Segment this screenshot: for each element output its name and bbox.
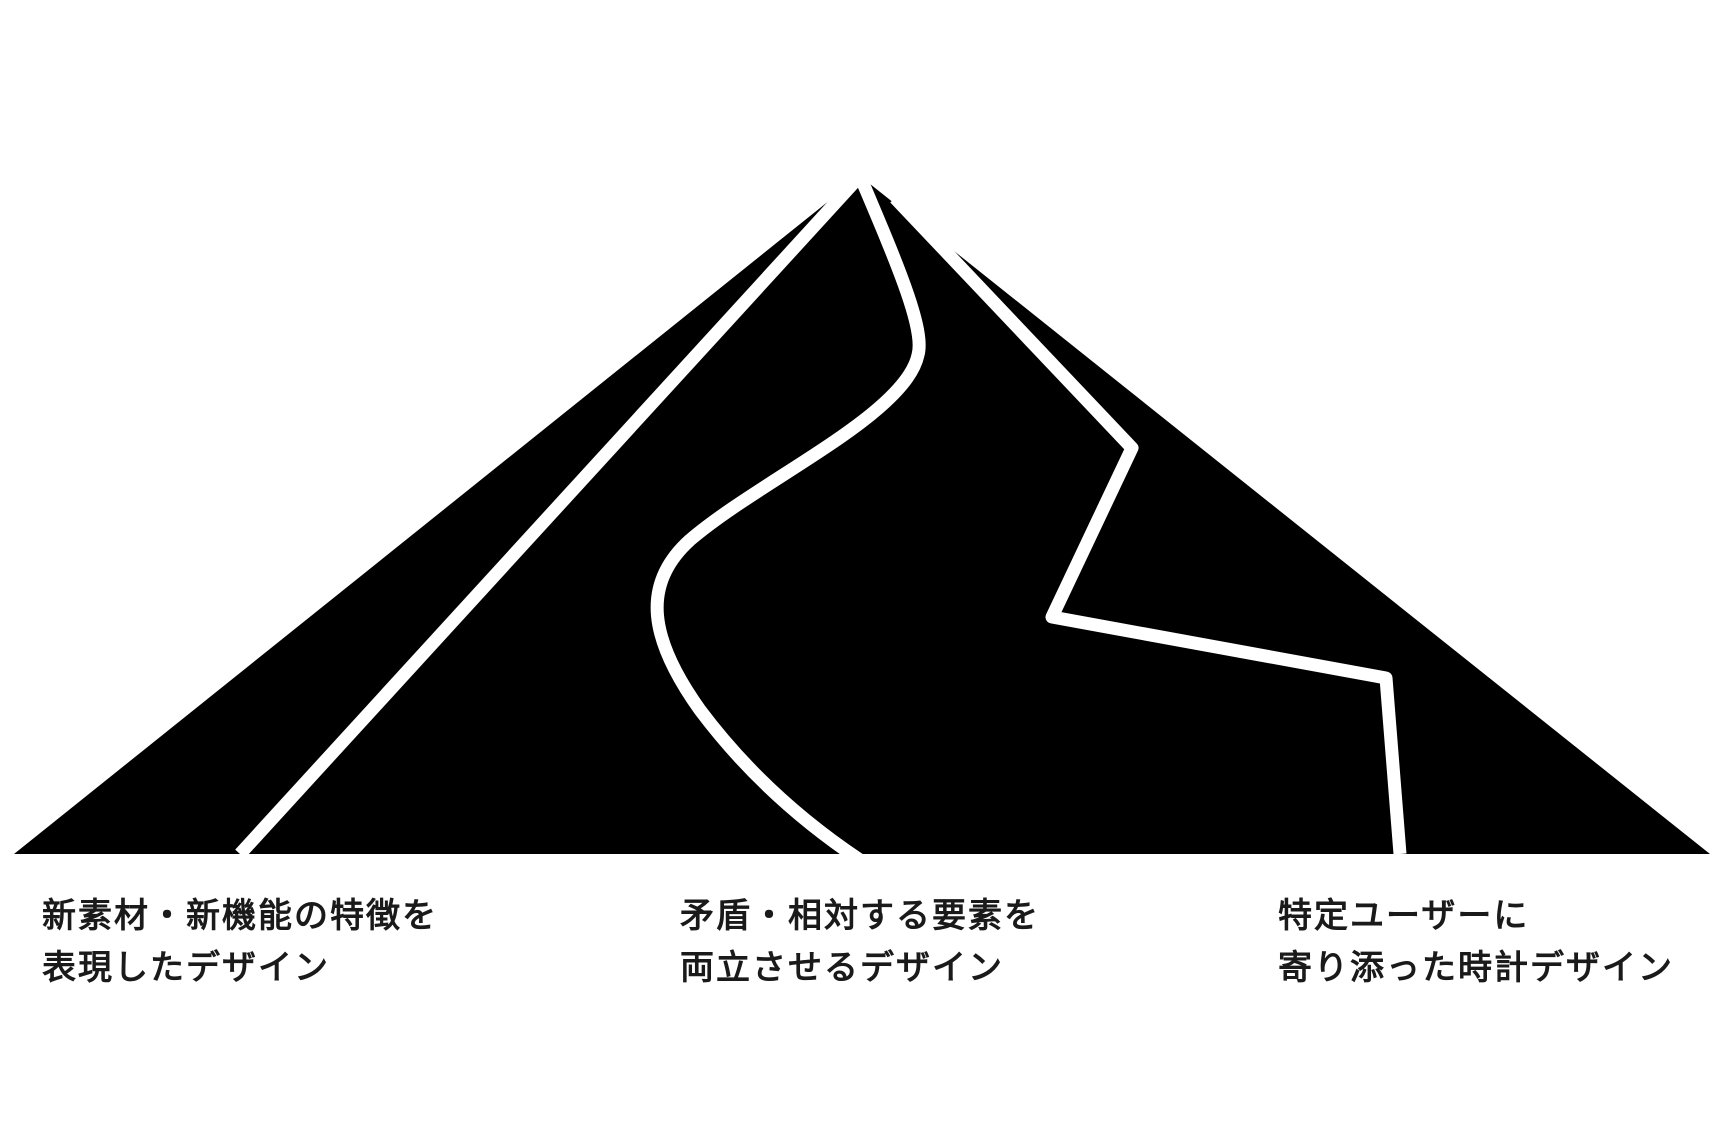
caption-center-line2: 両立させるデザイン xyxy=(680,948,1004,988)
path-left xyxy=(235,171,865,859)
caption-right-line2: 寄り添った時計デザイン xyxy=(1278,948,1674,988)
mountain-shape xyxy=(14,176,1710,854)
path-center xyxy=(650,173,926,866)
caption-left: 新素材・新機能の特徴を 表現したデザイン xyxy=(42,890,438,994)
caption-center: 矛盾・相対する要素を 両立させるデザイン xyxy=(680,890,1040,994)
caption-right-line1: 特定ユーザーに xyxy=(1278,896,1530,936)
caption-left-line1: 新素材・新機能の特徴を xyxy=(42,896,438,936)
caption-left-line2: 表現したデザイン xyxy=(42,948,330,988)
caption-right: 特定ユーザーに 寄り添った時計デザイン xyxy=(1278,890,1674,994)
path-right xyxy=(890,193,1407,855)
caption-center-line1: 矛盾・相対する要素を xyxy=(680,896,1040,936)
